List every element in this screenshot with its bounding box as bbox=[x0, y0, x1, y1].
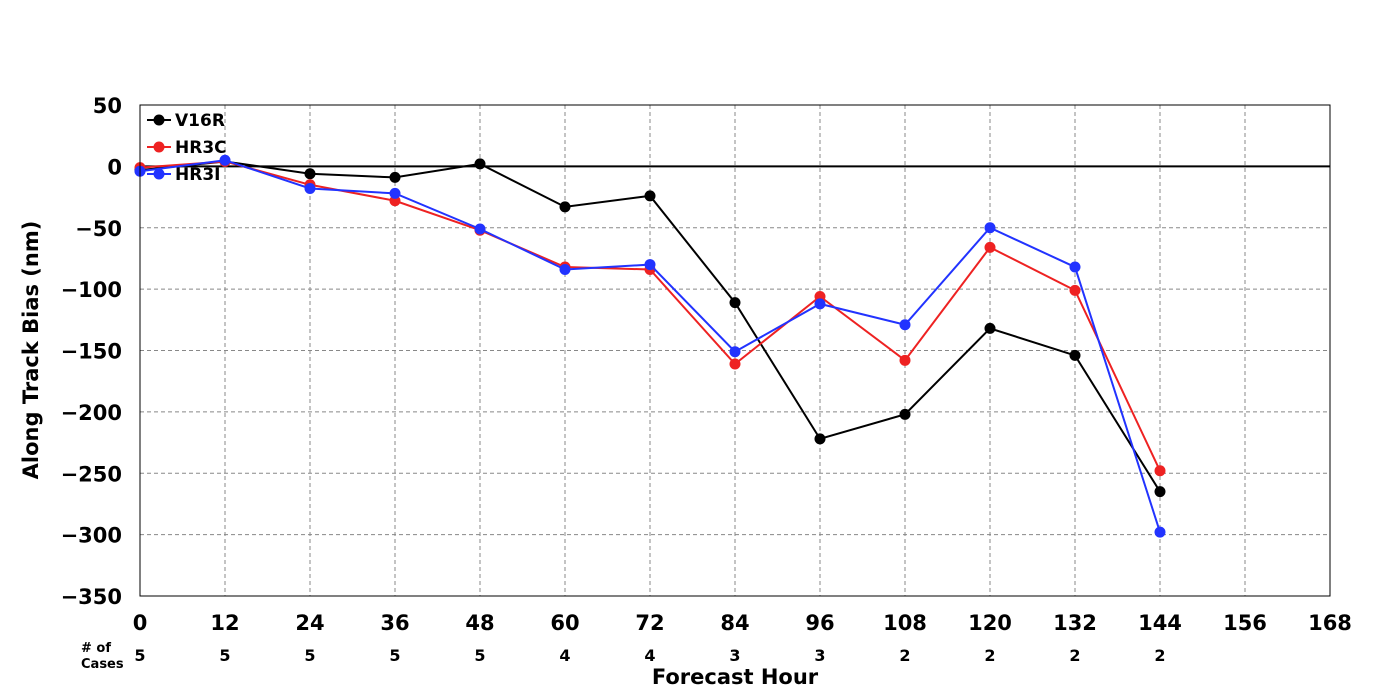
x-tick-label: 156 bbox=[1223, 611, 1267, 635]
y-tick-label: 50 bbox=[93, 94, 122, 118]
y-tick-label: −50 bbox=[75, 217, 122, 241]
data-point bbox=[389, 187, 401, 199]
data-point bbox=[559, 201, 571, 213]
data-point bbox=[644, 259, 656, 271]
x-tick-label: 108 bbox=[883, 611, 927, 635]
y-tick-label: −100 bbox=[61, 278, 122, 302]
y-tick-label: −300 bbox=[61, 524, 122, 548]
legend-marker bbox=[153, 141, 165, 153]
y-tick-label: −350 bbox=[61, 585, 122, 609]
data-point bbox=[899, 408, 911, 420]
data-point bbox=[814, 433, 826, 445]
data-point bbox=[474, 223, 486, 235]
case-counts: # of Cases 5 5 5 5 5 4 4 3 3 2 2 2 2 bbox=[81, 641, 1166, 672]
tick-labels: 0 12 24 36 48 60 72 84 96 108 120 132 144 156 168 50 0 −5… bbox=[61, 94, 1352, 635]
case-count: 3 bbox=[814, 646, 825, 665]
x-tick-label: 24 bbox=[295, 611, 324, 635]
plot-frame bbox=[139, 104, 1331, 597]
case-count: 4 bbox=[644, 646, 655, 665]
cases-label-line: Cases bbox=[81, 657, 124, 672]
data-point bbox=[1069, 261, 1081, 273]
y-axis-title: Along Track Bias (nm) bbox=[19, 221, 43, 480]
data-point bbox=[1069, 349, 1081, 361]
case-count: 5 bbox=[474, 646, 485, 665]
legend: V16R HR3C HR3I bbox=[147, 111, 227, 185]
x-tick-label: 36 bbox=[380, 611, 409, 635]
case-count: 5 bbox=[134, 646, 145, 665]
cases-label: # of Cases bbox=[81, 641, 124, 672]
legend-marker bbox=[153, 114, 165, 126]
legend-item-hr3i: HR3I bbox=[147, 165, 220, 185]
data-point bbox=[304, 182, 316, 194]
legend-item-hr3c: HR3C bbox=[147, 138, 227, 158]
x-tick-label: 168 bbox=[1308, 611, 1352, 635]
y-tick-label: −250 bbox=[61, 462, 122, 486]
case-count: 2 bbox=[984, 646, 995, 665]
series-layer bbox=[134, 154, 1166, 538]
x-tick-label: 60 bbox=[550, 611, 579, 635]
x-tick-label: 132 bbox=[1053, 611, 1097, 635]
legend-label: HR3I bbox=[175, 165, 220, 185]
data-point bbox=[729, 358, 741, 370]
x-tick-label: 0 bbox=[133, 611, 148, 635]
case-count: 2 bbox=[1069, 646, 1080, 665]
data-point bbox=[1154, 486, 1166, 498]
data-point bbox=[984, 222, 996, 234]
x-tick-label: 144 bbox=[1138, 611, 1182, 635]
case-count: 5 bbox=[219, 646, 230, 665]
series-hr3i bbox=[134, 154, 1166, 538]
data-point bbox=[984, 322, 996, 334]
x-axis-title: Forecast Hour bbox=[652, 665, 819, 689]
case-count: 4 bbox=[559, 646, 570, 665]
x-tick-label: 120 bbox=[968, 611, 1012, 635]
x-tick-label: 96 bbox=[805, 611, 834, 635]
case-count: 5 bbox=[304, 646, 315, 665]
data-point bbox=[389, 171, 401, 183]
x-tick-label: 72 bbox=[635, 611, 664, 635]
case-count: 3 bbox=[729, 646, 740, 665]
data-point bbox=[729, 346, 741, 358]
data-point bbox=[1069, 284, 1081, 296]
data-point bbox=[1154, 526, 1166, 538]
data-point bbox=[304, 168, 316, 180]
x-tick-label: 48 bbox=[465, 611, 494, 635]
y-tick-label: 0 bbox=[107, 155, 122, 179]
data-point bbox=[559, 263, 571, 275]
data-point bbox=[1154, 465, 1166, 477]
x-tick-label: 12 bbox=[210, 611, 239, 635]
data-point bbox=[644, 190, 656, 202]
data-point bbox=[899, 354, 911, 366]
data-point bbox=[984, 241, 996, 253]
data-point bbox=[474, 158, 486, 170]
x-tick-label: 84 bbox=[720, 611, 749, 635]
data-point bbox=[814, 298, 826, 310]
legend-item-v16r: V16R bbox=[147, 111, 225, 131]
case-count: 2 bbox=[1154, 646, 1165, 665]
case-count: 2 bbox=[899, 646, 910, 665]
legend-marker bbox=[153, 168, 165, 180]
case-count: 5 bbox=[389, 646, 400, 665]
y-tick-label: −200 bbox=[61, 401, 122, 425]
legend-label: HR3C bbox=[175, 138, 227, 158]
data-point bbox=[729, 297, 741, 309]
cases-label-line: # of bbox=[81, 641, 111, 656]
data-point bbox=[899, 319, 911, 331]
series-v16r bbox=[134, 155, 1166, 498]
legend-label: V16R bbox=[175, 111, 225, 131]
y-tick-label: −150 bbox=[61, 340, 122, 364]
data-point bbox=[219, 154, 231, 166]
